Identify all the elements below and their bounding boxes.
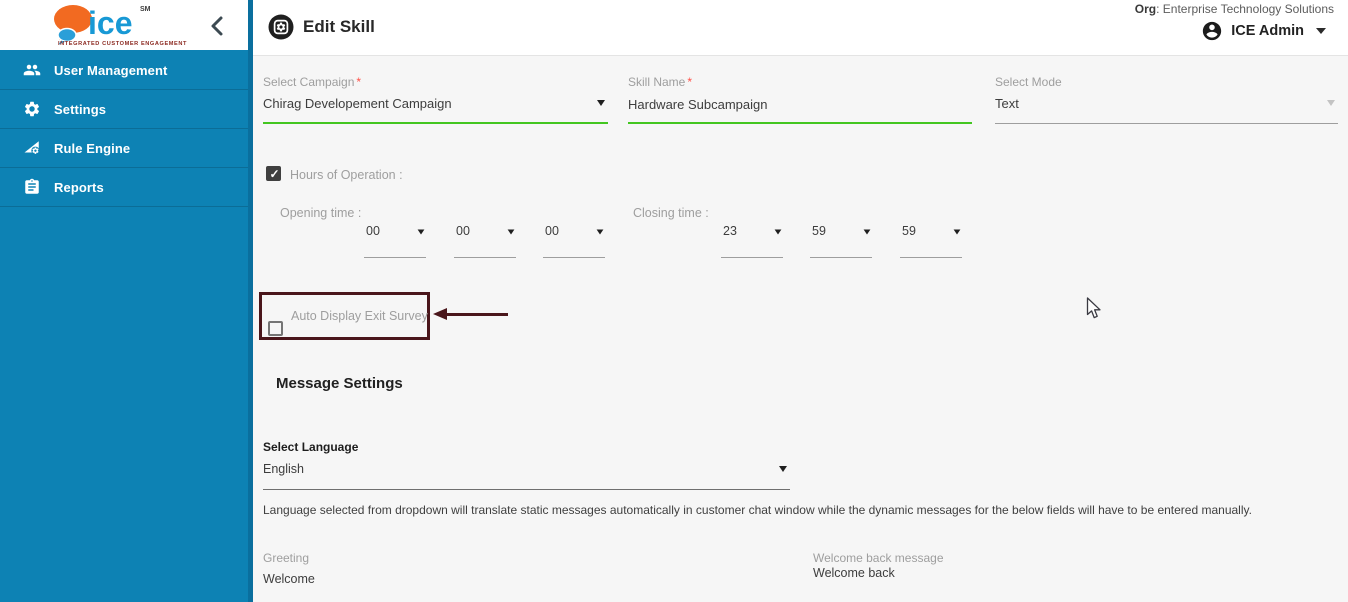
dropdown-caret-icon — [774, 229, 782, 235]
org-value: : Enterprise Technology Solutions — [1156, 2, 1334, 16]
sidebar-item-reports[interactable]: Reports — [0, 168, 248, 207]
hours-of-operation-checkbox[interactable] — [266, 166, 281, 181]
logo-header: ice SM INTEGRATED CUSTOMER ENGAGEMENT — [0, 0, 248, 50]
auto-display-exit-survey-checkbox[interactable] — [268, 321, 283, 336]
mode-caret-icon[interactable] — [1327, 100, 1335, 106]
sidebar-item-label: Rule Engine — [54, 140, 131, 156]
mouse-cursor — [1086, 297, 1101, 319]
mode-label: Select Mode — [995, 75, 1062, 89]
clipboard-icon — [25, 178, 39, 194]
dropdown-caret-icon — [596, 229, 604, 235]
sidebar-collapse-icon[interactable] — [210, 15, 224, 37]
skill-name-label: Skill Name * — [628, 75, 693, 89]
language-underline — [263, 489, 790, 490]
language-select[interactable]: English — [263, 462, 304, 476]
greeting-input[interactable]: Welcome — [263, 572, 315, 586]
ice-logo: ice SM INTEGRATED CUSTOMER ENGAGEMENT — [54, 5, 187, 48]
sidebar-item-label: Settings — [54, 101, 107, 117]
closing-time-label: Closing time : — [633, 206, 709, 220]
closing-minute-select[interactable]: 59 — [810, 222, 872, 258]
user-menu[interactable]: ICE Admin — [1201, 20, 1326, 42]
sidebar-nav: User Management Settings Rule Engine Rep… — [0, 51, 248, 207]
main-header: Edit Skill Org: Enterprise Technology So… — [253, 0, 1348, 56]
org-line: Org: Enterprise Technology Solutions — [1135, 2, 1334, 16]
select-language-label: Select Language — [263, 440, 359, 454]
annotation-highlight-box — [259, 292, 430, 340]
auto-display-exit-survey-label: Auto Display Exit Survey — [291, 309, 428, 323]
chevron-down-icon — [1316, 28, 1326, 34]
sidebar-item-rule-engine[interactable]: Rule Engine — [0, 129, 248, 168]
skill-name-underline — [628, 122, 972, 124]
required-asterisk: * — [356, 75, 362, 89]
hours-of-operation-label: Hours of Operation : — [290, 168, 403, 182]
org-label: Org — [1134, 2, 1157, 16]
rule-engine-icon — [24, 141, 40, 155]
dropdown-caret-icon — [863, 229, 871, 235]
logo-tagline: INTEGRATED CUSTOMER ENGAGEMENT — [58, 41, 187, 47]
mode-underline — [995, 123, 1338, 124]
language-note: Language selected from dropdown will tra… — [263, 503, 1252, 517]
campaign-label: Select Campaign * — [263, 75, 362, 89]
opening-minute-select[interactable]: 00 — [454, 222, 516, 258]
sidebar-item-label: User Management — [54, 62, 168, 78]
logo-sm-mark: SM — [140, 6, 151, 13]
sidebar-edge-divider — [248, 0, 253, 602]
skill-name-input[interactable]: Hardware Subcampaign — [628, 97, 768, 112]
avatar-icon — [1203, 21, 1222, 41]
message-settings-heading: Message Settings — [276, 375, 403, 392]
mode-select[interactable]: Text — [995, 96, 1019, 111]
language-caret-icon[interactable] — [779, 466, 787, 472]
closing-second-select[interactable]: 59 — [900, 222, 962, 258]
campaign-select[interactable]: Chirag Developement Campaign — [263, 96, 452, 111]
user-name: ICE Admin — [1231, 23, 1304, 39]
sidebar: ice SM INTEGRATED CUSTOMER ENGAGEMENT Us… — [0, 0, 253, 602]
annotation-arrow-line — [446, 313, 508, 316]
campaign-underline — [263, 122, 608, 124]
welcome-back-label: Welcome back message — [813, 551, 944, 565]
closing-hour-select[interactable]: 23 — [721, 222, 783, 258]
required-asterisk: * — [687, 75, 693, 89]
sidebar-item-user-management[interactable]: User Management — [0, 51, 248, 90]
sidebar-item-label: Reports — [54, 179, 104, 195]
page-title: Edit Skill — [303, 17, 375, 36]
greeting-label: Greeting — [263, 551, 310, 565]
edit-skill-icon — [268, 14, 294, 40]
users-icon — [23, 64, 41, 76]
dropdown-caret-icon — [507, 229, 515, 235]
opening-time-label: Opening time : — [280, 206, 362, 220]
opening-hour-select[interactable]: 00 — [364, 222, 426, 258]
dropdown-caret-icon — [417, 229, 425, 235]
gear-icon — [24, 101, 40, 117]
dropdown-caret-icon — [953, 229, 961, 235]
opening-second-select[interactable]: 00 — [543, 222, 605, 258]
sidebar-item-settings[interactable]: Settings — [0, 90, 248, 129]
annotation-arrow-icon — [433, 308, 447, 320]
campaign-caret-icon[interactable] — [597, 100, 605, 106]
welcome-back-input[interactable]: Welcome back — [813, 566, 895, 580]
logo-text: ice — [88, 5, 132, 41]
